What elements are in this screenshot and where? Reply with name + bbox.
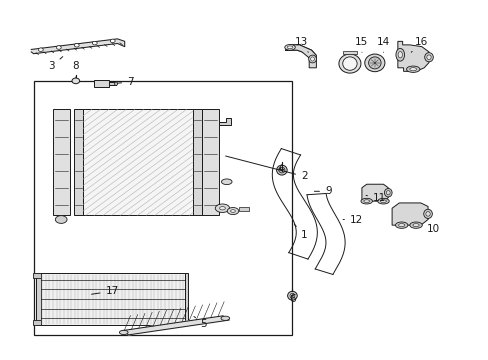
Ellipse shape — [426, 55, 430, 59]
Ellipse shape — [221, 179, 232, 185]
Ellipse shape — [276, 165, 286, 175]
Ellipse shape — [425, 212, 429, 216]
Ellipse shape — [342, 57, 356, 70]
Ellipse shape — [227, 207, 238, 215]
Circle shape — [110, 39, 115, 42]
Text: 4: 4 — [277, 164, 283, 174]
Polygon shape — [391, 203, 427, 225]
Ellipse shape — [397, 51, 402, 58]
Text: 8: 8 — [72, 61, 79, 77]
Ellipse shape — [114, 82, 117, 85]
Ellipse shape — [308, 55, 316, 63]
Text: 12: 12 — [343, 215, 363, 225]
Bar — [33, 274, 41, 278]
Ellipse shape — [395, 222, 407, 228]
Circle shape — [290, 294, 293, 297]
Text: 9: 9 — [314, 186, 331, 196]
Ellipse shape — [55, 216, 67, 224]
Text: 3: 3 — [48, 57, 62, 71]
Ellipse shape — [409, 68, 416, 71]
Text: 16: 16 — [410, 37, 427, 52]
Text: 7: 7 — [115, 77, 133, 87]
Polygon shape — [218, 118, 230, 125]
Ellipse shape — [278, 167, 285, 173]
Ellipse shape — [423, 209, 431, 219]
Text: 6: 6 — [288, 294, 295, 304]
Ellipse shape — [364, 54, 384, 72]
Ellipse shape — [406, 66, 419, 72]
Ellipse shape — [363, 200, 369, 203]
Bar — [36, 274, 41, 325]
Bar — [193, 109, 202, 215]
Ellipse shape — [386, 190, 389, 195]
Ellipse shape — [395, 48, 404, 61]
Ellipse shape — [215, 204, 229, 212]
Bar — [41, 274, 184, 325]
Text: 17: 17 — [91, 286, 119, 296]
Ellipse shape — [368, 57, 380, 69]
Ellipse shape — [338, 54, 360, 73]
Bar — [109, 82, 116, 85]
Ellipse shape — [310, 57, 314, 61]
Text: 2: 2 — [225, 156, 307, 181]
Text: 14: 14 — [376, 37, 389, 52]
Ellipse shape — [286, 46, 292, 49]
Circle shape — [72, 78, 80, 84]
Ellipse shape — [409, 222, 422, 228]
Polygon shape — [361, 184, 387, 201]
Bar — [93, 80, 109, 87]
Bar — [238, 207, 249, 211]
Polygon shape — [285, 45, 316, 68]
Ellipse shape — [424, 53, 432, 62]
Bar — [184, 274, 188, 325]
Ellipse shape — [412, 224, 418, 227]
Text: 11: 11 — [366, 193, 386, 203]
Ellipse shape — [284, 45, 295, 50]
Ellipse shape — [219, 207, 225, 210]
Bar — [74, 109, 83, 215]
Polygon shape — [397, 41, 428, 71]
Polygon shape — [122, 316, 229, 335]
Ellipse shape — [119, 330, 128, 334]
Bar — [34, 81, 292, 335]
Text: 1: 1 — [294, 224, 307, 240]
Ellipse shape — [230, 210, 235, 212]
Ellipse shape — [384, 189, 391, 197]
Circle shape — [92, 41, 97, 45]
Polygon shape — [285, 45, 316, 55]
Circle shape — [74, 44, 79, 47]
Ellipse shape — [380, 200, 386, 203]
Text: 13: 13 — [294, 37, 307, 52]
Ellipse shape — [377, 198, 388, 204]
Polygon shape — [31, 39, 124, 54]
Ellipse shape — [360, 198, 372, 204]
Circle shape — [56, 46, 61, 49]
Bar — [343, 51, 356, 54]
Bar — [83, 109, 193, 215]
Ellipse shape — [398, 224, 404, 227]
Text: 5: 5 — [194, 316, 206, 329]
Ellipse shape — [287, 291, 297, 300]
Circle shape — [39, 48, 43, 51]
Ellipse shape — [221, 316, 229, 320]
Text: 10: 10 — [427, 219, 440, 234]
Bar — [53, 109, 69, 215]
Bar — [202, 109, 218, 215]
Ellipse shape — [289, 293, 294, 298]
Bar — [33, 320, 41, 325]
Text: 15: 15 — [355, 37, 368, 52]
